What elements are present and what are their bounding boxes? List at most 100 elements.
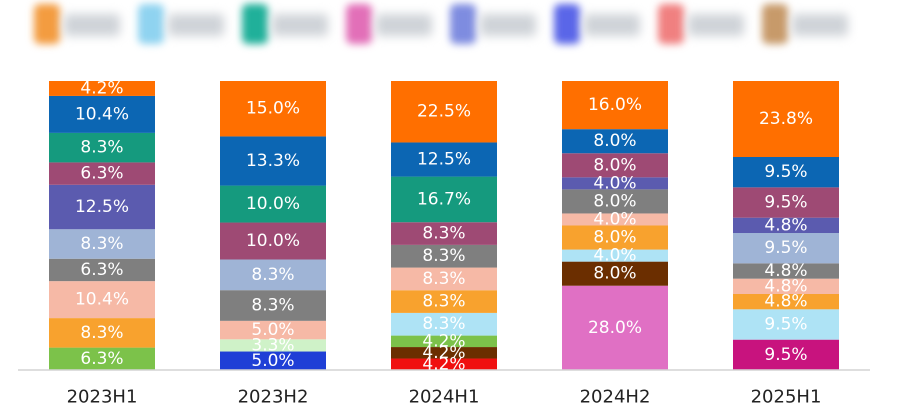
bar-segment xyxy=(562,213,668,226)
segment-value-label: 4.8% xyxy=(764,261,807,281)
segment-value-label: 5.0% xyxy=(251,351,294,371)
x-tick-label: 2024H1 xyxy=(409,387,480,408)
segment-value-label: 8.0% xyxy=(593,191,636,211)
segment-value-label: 8.3% xyxy=(422,224,465,244)
segment-value-label: 8.3% xyxy=(422,269,465,289)
segment-value-label: 3.3% xyxy=(251,335,294,355)
segment-value-label: 6.3% xyxy=(80,164,123,184)
segment-value-label: 4.0% xyxy=(593,173,636,193)
segment-value-label: 8.3% xyxy=(422,246,465,266)
bar-segment xyxy=(49,95,155,133)
segment-value-label: 10.0% xyxy=(246,194,300,214)
segment-value-label: 5.0% xyxy=(251,320,294,340)
bar-segment xyxy=(220,259,326,291)
legend-swatch xyxy=(450,4,476,44)
segment-value-label: 9.5% xyxy=(764,162,807,182)
segment-value-label: 8.0% xyxy=(593,264,636,284)
bar-segment xyxy=(391,81,497,143)
bar-segment xyxy=(733,278,839,294)
bar-segment xyxy=(733,309,839,340)
bar-segment xyxy=(220,81,326,137)
segment-value-label: 4.8% xyxy=(764,292,807,312)
legend-label-blurred xyxy=(480,14,536,36)
segment-value-label: 4.8% xyxy=(764,215,807,235)
bar-segment xyxy=(733,81,839,158)
legend-label-blurred xyxy=(584,14,640,36)
bar-segment xyxy=(220,185,326,223)
segment-value-label: 6.3% xyxy=(80,260,123,280)
legend-swatch xyxy=(762,4,788,44)
bar-segment xyxy=(391,290,497,313)
bar-segment xyxy=(391,222,497,245)
x-tick-label: 2023H1 xyxy=(67,387,138,408)
bar-segment xyxy=(49,162,155,185)
segment-value-label: 8.0% xyxy=(593,228,636,248)
segment-value-label: 9.5% xyxy=(764,314,807,334)
segment-value-label: 4.2% xyxy=(422,331,465,351)
bar-segment xyxy=(733,217,839,234)
segment-value-label: 10.4% xyxy=(75,104,129,124)
legend-label-blurred xyxy=(64,14,120,36)
segment-value-label: 10.0% xyxy=(246,231,300,251)
bar-segment xyxy=(220,222,326,260)
bar-segment xyxy=(562,249,668,262)
segment-value-label: 4.2% xyxy=(422,354,465,374)
legend-label-blurred xyxy=(376,14,432,36)
segment-value-label: 12.5% xyxy=(417,150,471,170)
bar-segment xyxy=(562,81,668,130)
bar-segment xyxy=(733,157,839,188)
segment-value-label: 4.0% xyxy=(593,246,636,266)
bar-segment xyxy=(562,129,668,154)
bar-segment xyxy=(562,285,668,370)
bar-segment xyxy=(391,142,497,177)
segment-value-label: 8.3% xyxy=(422,314,465,334)
bar-segment xyxy=(562,177,668,190)
segment-value-label: 4.0% xyxy=(593,209,636,229)
segment-value-label: 13.3% xyxy=(246,151,300,171)
legend-swatch xyxy=(34,4,60,44)
x-tick-label: 2025H1 xyxy=(751,387,822,408)
legend-label-blurred xyxy=(688,14,744,36)
bar-segment xyxy=(49,318,155,348)
bar-segment xyxy=(562,189,668,214)
bar-segment xyxy=(49,132,155,163)
segment-value-label: 15.0% xyxy=(246,99,300,119)
legend-swatch xyxy=(138,4,164,44)
legend-blurred xyxy=(0,0,907,60)
bar-segment xyxy=(733,339,839,370)
segment-value-label: 23.8% xyxy=(759,109,813,129)
bar-segment xyxy=(49,281,155,319)
bar-segment xyxy=(220,136,326,186)
bar-segment xyxy=(391,335,497,348)
segment-value-label: 9.5% xyxy=(764,238,807,258)
x-tick-label: 2023H2 xyxy=(238,387,309,408)
bar-segment xyxy=(49,184,155,230)
bar-segment xyxy=(49,81,155,96)
bar-segment xyxy=(562,153,668,178)
segment-value-label: 12.5% xyxy=(75,197,129,217)
segment-value-label: 16.7% xyxy=(417,189,471,209)
bar-segment xyxy=(391,312,497,336)
bar-segment xyxy=(49,258,155,282)
bar-segment xyxy=(220,320,326,340)
segment-value-label: 9.5% xyxy=(764,193,807,213)
bar-segment xyxy=(220,339,326,352)
bar-segment xyxy=(220,351,326,370)
bar-segment xyxy=(391,267,497,291)
segment-value-label: 8.3% xyxy=(80,234,123,254)
bar-segment xyxy=(391,244,497,268)
segment-value-label: 16.0% xyxy=(588,95,642,115)
segment-value-label: 8.3% xyxy=(422,292,465,312)
segment-value-label: 8.3% xyxy=(251,296,294,316)
bar-segment xyxy=(49,229,155,259)
segment-value-label: 8.0% xyxy=(593,131,636,151)
segment-value-label: 8.3% xyxy=(80,323,123,343)
segment-value-label: 8.0% xyxy=(593,155,636,175)
segment-value-label: 22.5% xyxy=(417,102,471,122)
bar-segment xyxy=(391,347,497,359)
segment-value-label: 9.5% xyxy=(764,345,807,365)
legend-swatch xyxy=(658,4,684,44)
segment-value-label: 8.3% xyxy=(80,138,123,158)
segment-value-label: 4.2% xyxy=(422,343,465,363)
